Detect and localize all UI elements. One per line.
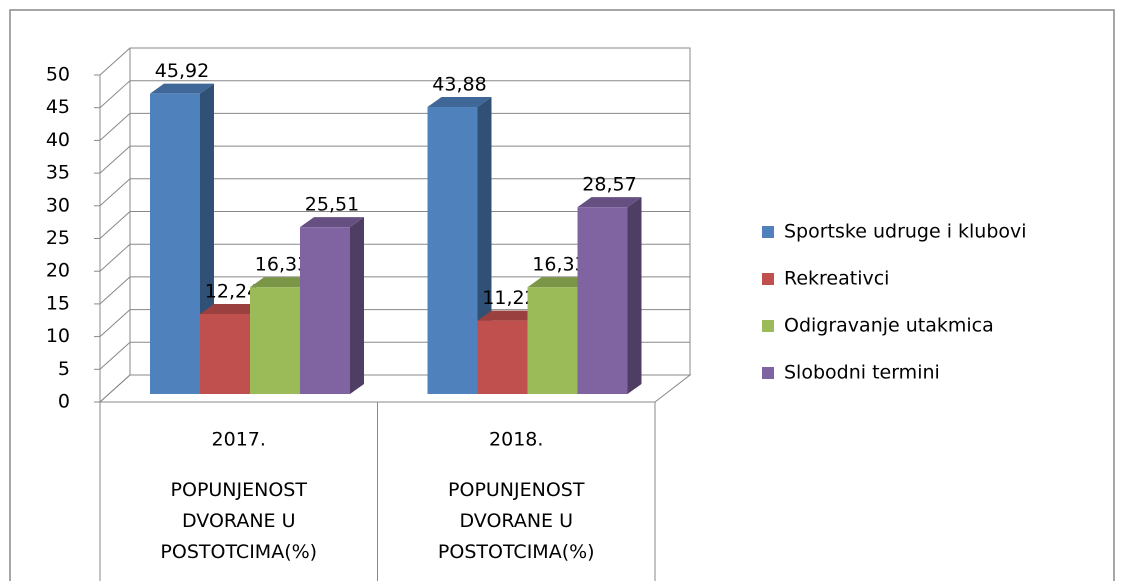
legend-swatch — [762, 273, 774, 285]
data-label: 43,88 — [432, 74, 486, 96]
category-group-label: POPUNJENOST DVORANE U POSTOTCIMA(%) — [437, 479, 595, 563]
bar — [300, 227, 350, 394]
legend-label: Sportske udruge i klubovi — [784, 221, 1027, 243]
x-tick-label: 2018. — [489, 429, 543, 451]
bar — [427, 107, 478, 394]
bar — [150, 93, 200, 394]
y-tick-label: 30 — [46, 194, 70, 216]
legend-label: Odigravanje utakmica — [784, 315, 994, 337]
grid-line — [99, 276, 690, 305]
category-group-label: POPUNJENOST DVORANE U POSTOTCIMA(%) — [160, 479, 318, 563]
y-tick-label: 25 — [46, 227, 70, 249]
y-tick-label: 5 — [58, 358, 70, 380]
data-label: 25,51 — [305, 194, 359, 216]
grid-line — [99, 80, 690, 109]
grid-line — [99, 178, 690, 207]
y-tick-label: 20 — [46, 260, 70, 282]
legend-label: Slobodni termini — [784, 362, 940, 384]
bar-top — [577, 197, 642, 208]
legend-swatch — [762, 320, 774, 332]
bar-top — [527, 277, 592, 288]
data-label: 11,22 — [482, 287, 536, 309]
grid-line — [99, 47, 690, 76]
bar-side — [350, 217, 364, 394]
bar — [477, 320, 528, 394]
legend-label: Rekreativci — [784, 268, 889, 290]
x-tick-label: 2017. — [212, 429, 266, 451]
y-tick-label: 0 — [58, 391, 70, 413]
bar-side — [627, 197, 642, 394]
data-label: 45,92 — [155, 60, 209, 82]
y-tick-label: 35 — [46, 162, 70, 184]
grid-line — [99, 145, 690, 174]
y-tick-label: 15 — [46, 292, 70, 314]
bar — [527, 287, 578, 394]
grid-line — [99, 211, 690, 239]
grid-line — [99, 112, 690, 141]
data-label: 12,24 — [205, 280, 259, 302]
bar — [200, 313, 250, 394]
y-tick-label: 45 — [46, 96, 70, 118]
y-tick-label: 50 — [46, 64, 70, 86]
bar-top — [250, 277, 314, 288]
bar-top — [150, 83, 214, 94]
bar — [577, 207, 628, 394]
y-tick-label: 10 — [46, 325, 70, 347]
grid-line — [99, 243, 690, 272]
bar-top — [200, 303, 264, 314]
bar-top — [300, 217, 364, 228]
bar-top — [427, 97, 492, 108]
legend-swatch — [762, 226, 774, 238]
legend-swatch — [762, 367, 774, 379]
data-label: 28,57 — [582, 174, 636, 196]
bar — [250, 287, 300, 394]
grid-line — [99, 309, 690, 337]
y-tick-label: 40 — [46, 129, 70, 151]
data-label: 16,33 — [255, 254, 309, 276]
data-label: 16,33 — [532, 254, 586, 276]
bar-top — [477, 310, 542, 321]
